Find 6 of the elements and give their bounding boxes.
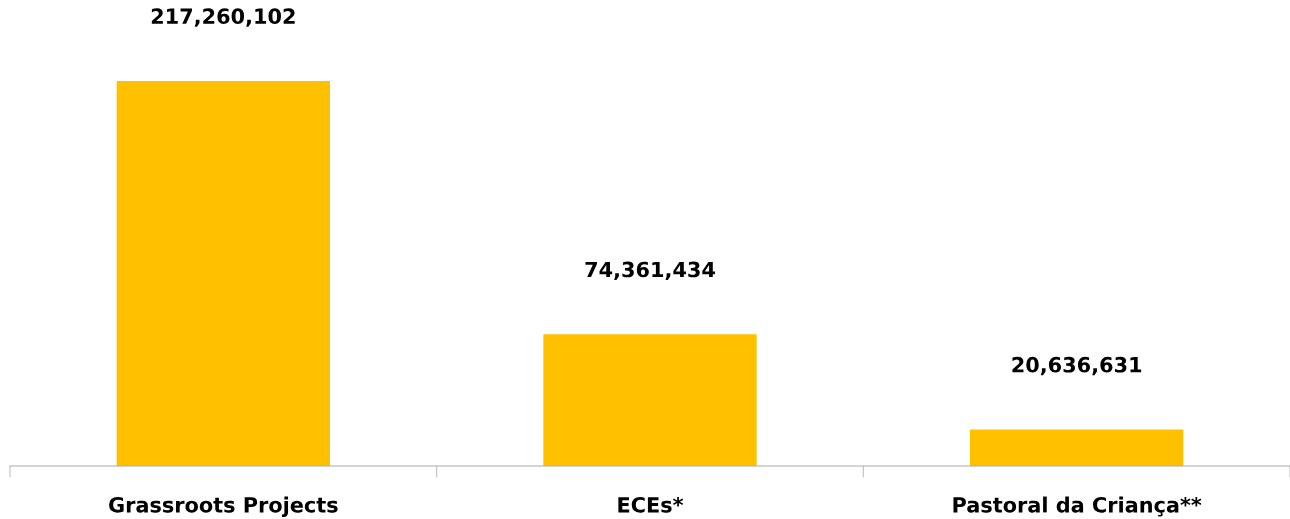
- x-tick-label: Grassroots Projects: [109, 496, 338, 517]
- data-label: 217,260,102: [151, 8, 295, 27]
- x-tick-label: ECEs*: [618, 496, 684, 513]
- data-label: 20,636,631: [1012, 356, 1142, 376]
- x-tick-label: Pastoral da Criança**: [953, 496, 1202, 517]
- data-label: 74,361,434: [585, 261, 715, 281]
